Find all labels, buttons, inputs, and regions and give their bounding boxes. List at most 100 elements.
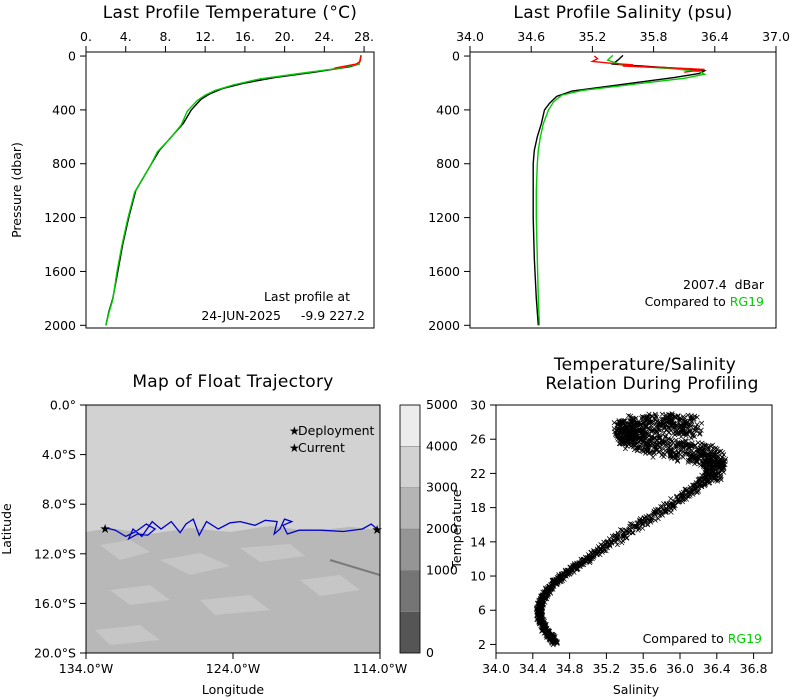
ts-point-float: × [543, 592, 551, 602]
ts-point-float: × [606, 540, 614, 550]
ts-point-float: × [655, 431, 663, 441]
ts-point-float: × [650, 435, 658, 445]
ts-point-float: × [639, 432, 647, 442]
ts-point-float: × [662, 438, 670, 448]
ts-point-float: × [535, 599, 543, 609]
ts-point-float: × [645, 432, 653, 442]
ts-point-float: × [692, 480, 700, 490]
ts-point-float: × [540, 616, 548, 626]
ts-point-float: × [534, 610, 542, 620]
ts-point-float: × [665, 435, 673, 445]
ts-point-float: × [690, 486, 698, 496]
ts-point-float: × [578, 557, 586, 567]
ts-point-float: × [643, 415, 651, 425]
ts-point-float: × [618, 432, 626, 442]
ts-point-float: × [640, 426, 648, 436]
ts-point-float: × [659, 511, 667, 521]
ts-point-float: × [536, 619, 544, 629]
ts-point-float: × [672, 441, 680, 451]
ts-point-float: × [548, 576, 556, 586]
ts-point-float: × [658, 510, 666, 520]
ts-point-float: × [679, 425, 687, 435]
ts-point-float: × [589, 552, 597, 562]
ts-point-float: × [701, 469, 709, 479]
ts-point-float: × [693, 420, 701, 430]
ts-point-float: × [702, 442, 710, 452]
series-line-surface-red- [334, 55, 362, 69]
ts-point-float: × [633, 430, 641, 440]
ts-point-float: × [646, 414, 654, 424]
ts-point-float: × [689, 428, 697, 438]
ts-point-float: × [704, 444, 712, 454]
ts-point-float: × [656, 433, 664, 443]
ts-point-float: × [663, 418, 671, 428]
ts-point-float: × [553, 637, 561, 647]
ts-point-float: × [547, 589, 555, 599]
y-tick-label: 10 [470, 569, 486, 584]
ts-point-float: × [696, 475, 704, 485]
ts-point-float: × [679, 453, 687, 463]
ts-point-float: × [543, 595, 551, 605]
ts-point-float: × [642, 417, 650, 427]
ts-point-float: × [561, 570, 569, 580]
ts-point-float: × [670, 429, 678, 439]
ts-point-float: × [590, 551, 598, 561]
ts-point-float: × [706, 466, 714, 476]
ts-point-float: × [577, 555, 585, 565]
ts-point-float: × [539, 619, 547, 629]
ts-point-float: × [670, 504, 678, 514]
ts-point-rg19: × [696, 460, 703, 469]
x-tick-label: 35.6 [629, 661, 657, 676]
ts-point-float: × [678, 492, 686, 502]
ts-point-float: × [673, 423, 681, 433]
ts-point-float: × [622, 421, 630, 431]
ts-point-float: × [677, 415, 685, 425]
ts-point-float: × [614, 534, 622, 544]
ts-point-float: × [668, 418, 676, 428]
x-tick-label: 114.0°W [353, 661, 407, 676]
ts-point-float: × [687, 434, 695, 444]
ts-point-float: × [558, 570, 566, 580]
ts-point-float: × [665, 444, 673, 454]
ts-point-float: × [707, 451, 715, 461]
ts-point-float: × [569, 562, 577, 572]
ts-point-float: × [707, 455, 715, 465]
ts-point-float: × [587, 554, 595, 564]
ts-point-float: × [653, 440, 661, 450]
ts-point-float: × [692, 479, 700, 489]
ts-point-float: × [618, 538, 626, 548]
ts-point-float: × [577, 559, 585, 569]
ts-point-float: × [611, 535, 619, 545]
ts-point-float: × [684, 422, 692, 432]
ts-point-float: × [623, 425, 631, 435]
ts-point-float: × [709, 463, 717, 473]
ts-point-float: × [693, 448, 701, 458]
ts-point-float: × [542, 593, 550, 603]
temp-plot-frame [85, 51, 375, 329]
ts-point-float: × [698, 458, 706, 468]
ts-point-float: × [700, 444, 708, 454]
ts-point-float: × [645, 442, 653, 452]
ts-point-float: × [645, 416, 653, 426]
ts-point-float: × [705, 466, 713, 476]
ts-point-float: × [614, 529, 622, 539]
ts-point-float: × [713, 451, 721, 461]
ts-point-float: × [667, 494, 675, 504]
ts-point-float: × [687, 450, 695, 460]
ts-point-float: × [618, 417, 626, 427]
ts-point-float: × [549, 580, 557, 590]
ts-point-float: × [687, 442, 695, 452]
ts-point-float: × [635, 523, 643, 533]
ts-title-line1: Temperature/Salinity [553, 355, 736, 375]
ts-point-float: × [679, 413, 687, 423]
ts-point-float: × [717, 456, 725, 466]
ts-point-float: × [672, 444, 680, 454]
ts-point-float: × [633, 443, 641, 453]
ts-point-float: × [687, 422, 695, 432]
ts-point-float: × [534, 599, 542, 609]
ts-point-float: × [554, 574, 562, 584]
ts-point-float: × [615, 425, 623, 435]
ts-point-float: × [545, 585, 553, 595]
ts-point-float: × [709, 473, 717, 483]
